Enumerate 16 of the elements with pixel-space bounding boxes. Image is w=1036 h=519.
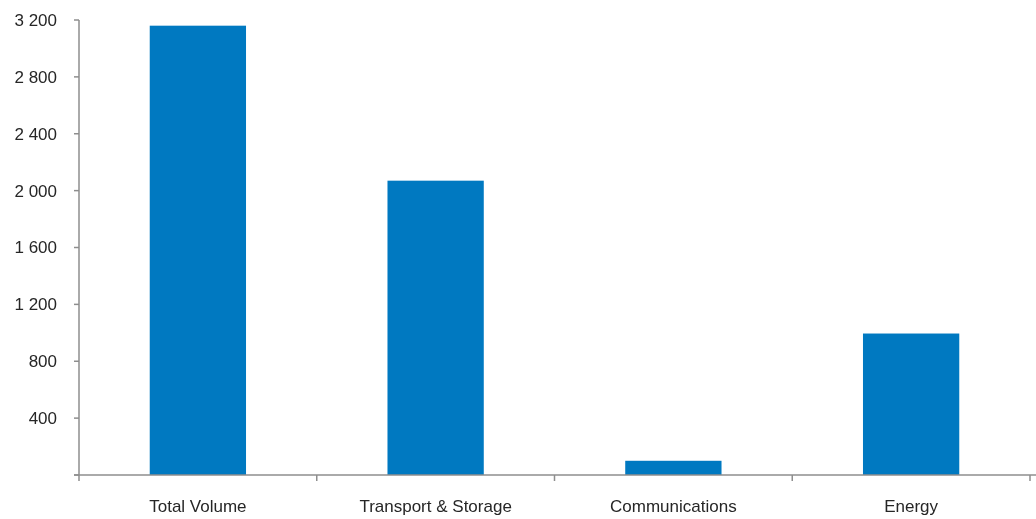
y-tick-label: 1 600 (14, 238, 57, 258)
y-tick-label: 1 200 (14, 295, 57, 315)
y-tick-label: 800 (28, 352, 57, 372)
x-tick-label: Energy (884, 497, 939, 516)
y-tick-label: 2 000 (14, 181, 57, 201)
y-tick-label: 2 800 (14, 67, 57, 87)
x-tick-label: Communications (610, 497, 737, 516)
x-tick-label: Transport & Storage (359, 497, 512, 516)
y-tick-label: 3 200 (14, 10, 57, 30)
bar (862, 333, 960, 475)
bar (625, 460, 722, 475)
x-tick-label: Total Volume (149, 497, 247, 516)
bar (387, 180, 484, 475)
bar (149, 25, 247, 475)
y-tick-label: 2 400 (14, 124, 57, 144)
y-tick-label: 400 (28, 409, 57, 429)
